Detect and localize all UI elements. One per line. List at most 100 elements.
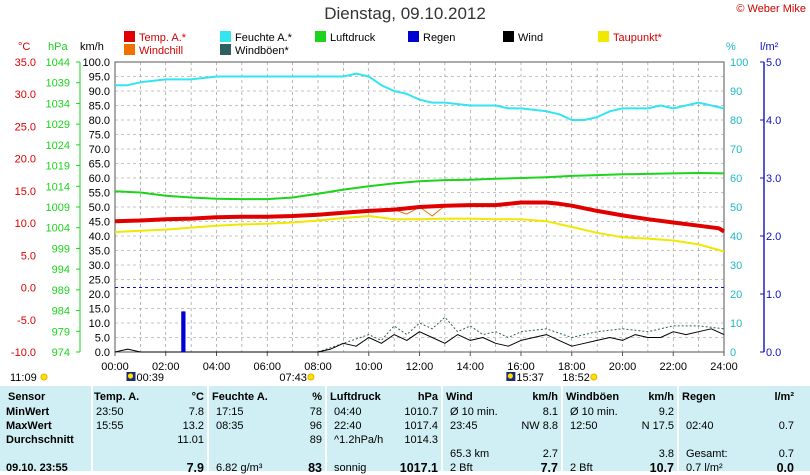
table-cell-value: 78 bbox=[309, 406, 322, 418]
table-cell-value: 0.7 bbox=[778, 420, 794, 432]
temp-tick-label: 35.0 bbox=[15, 57, 36, 69]
event-time-label: 15:37 bbox=[516, 372, 544, 384]
legend-item: Taupunkt* bbox=[598, 31, 662, 44]
legend-swatch bbox=[124, 31, 135, 42]
humidity-tick-label: 100 bbox=[730, 57, 748, 69]
legend-item: Windböen* bbox=[220, 44, 289, 57]
table-header-title: Wind bbox=[446, 391, 473, 403]
table-column-separator bbox=[207, 386, 209, 471]
series-line-luftdruck bbox=[114, 172, 725, 201]
time-tick-label: 10:00 bbox=[355, 361, 383, 373]
legend-item: Luftdruck bbox=[315, 31, 376, 44]
wind-tick-label: 10.0 bbox=[89, 318, 110, 330]
legend-swatch bbox=[220, 31, 231, 42]
table-column-separator bbox=[677, 386, 679, 471]
table-cell-value: N 17.5 bbox=[641, 420, 674, 432]
time-tick-label: 22:00 bbox=[659, 361, 687, 373]
table-cell-value: 3.8 bbox=[658, 448, 674, 460]
wind-tick-label: 80.0 bbox=[89, 115, 110, 127]
table-cell-value: 96 bbox=[309, 420, 322, 432]
time-tick-label: 20:00 bbox=[609, 361, 637, 373]
wind-tick-label: 0.0 bbox=[95, 347, 110, 359]
pressure-tick-label: 1044 bbox=[46, 57, 70, 69]
temp-tick-label: 5.0 bbox=[21, 250, 36, 262]
table-header-unit: hPa bbox=[417, 391, 438, 403]
wind-tick-label: 75.0 bbox=[89, 130, 110, 142]
event-time-label: 00:39 bbox=[136, 372, 164, 384]
table-header-title: Feuchte A. bbox=[212, 391, 268, 403]
table-row-label: MinWert bbox=[6, 406, 50, 418]
table-cell-value: 7.9 bbox=[186, 461, 204, 475]
sun-icon bbox=[307, 373, 315, 381]
humidity-tick-label: 50 bbox=[730, 202, 742, 214]
temp-unit: °C bbox=[18, 41, 30, 53]
sun-icon bbox=[590, 373, 598, 381]
pressure-tick-label: 1019 bbox=[46, 161, 70, 173]
sun-moon-events: 11:09 00:39 07:43 15:37 18:52 bbox=[10, 372, 598, 384]
legend-swatch bbox=[408, 31, 419, 42]
table-cell-sub: 08:35 bbox=[216, 420, 244, 432]
legend-item: Wind bbox=[503, 31, 544, 44]
time-tick-label: 12:00 bbox=[406, 361, 434, 373]
time-tick-label: 02:00 bbox=[152, 361, 180, 373]
table-cell-value: 1014.3 bbox=[404, 434, 438, 446]
copyright-label: © Weber Mike bbox=[736, 3, 806, 15]
sun-icon bbox=[40, 373, 48, 381]
chart-series bbox=[114, 72, 726, 353]
humidity-tick-label: 60 bbox=[730, 173, 742, 185]
temp-tick-label: 10.0 bbox=[15, 218, 36, 230]
humidity-unit: % bbox=[726, 41, 736, 53]
table-cell-sub: Ø 10 min. bbox=[450, 406, 498, 418]
temp-tick-label: 25.0 bbox=[15, 121, 36, 133]
pressure-tick-label: 974 bbox=[52, 347, 70, 359]
pressure-tick-label: 989 bbox=[52, 285, 70, 297]
legend-label: Temp. A.* bbox=[139, 32, 187, 44]
table-cell-value: 10.7 bbox=[649, 461, 674, 475]
wind-tick-label: 15.0 bbox=[89, 304, 110, 316]
table-cell-value: 11.01 bbox=[177, 434, 204, 446]
rain-tick-label: 1.0 bbox=[766, 289, 781, 301]
pressure-tick-label: 1034 bbox=[46, 98, 70, 110]
rain-tick-label: 2.0 bbox=[766, 231, 781, 243]
table-cell-sub: Ø 10 min. bbox=[570, 406, 618, 418]
series-line-feuchtea bbox=[115, 72, 725, 121]
rain-tick-label: 5.0 bbox=[766, 57, 781, 69]
humidity-tick-label: 10 bbox=[730, 318, 742, 330]
legend-label: Wind bbox=[518, 32, 544, 44]
table-header-title: Sensor bbox=[8, 391, 46, 403]
wind-tick-label: 45.0 bbox=[89, 217, 110, 229]
table-cell-value: 7.7 bbox=[540, 461, 558, 475]
pressure-tick-label: 979 bbox=[52, 326, 70, 338]
pressure-tick-label: 994 bbox=[52, 264, 70, 276]
table-cell-sub: ^1.2hPa/h bbox=[334, 434, 384, 446]
table-header-title: Windböen bbox=[566, 391, 620, 403]
rain-tick-label: 0.0 bbox=[766, 347, 781, 359]
rain-unit: l/m² bbox=[760, 41, 779, 53]
table-cell-sub: 2 Bft bbox=[450, 462, 473, 474]
legend-label: Luftdruck bbox=[330, 32, 376, 44]
table-cell-value: 0.0 bbox=[776, 461, 794, 475]
series-line-wind bbox=[114, 328, 725, 353]
event-time-label: 18:52 bbox=[562, 372, 590, 384]
legend-item: Windchill bbox=[124, 44, 183, 57]
table-header-unit: % bbox=[312, 391, 322, 403]
table-cell-value: NW 8.8 bbox=[521, 420, 558, 432]
table-cell-value: 1017.1 bbox=[399, 461, 438, 475]
table-row-label: 09.10. 23:55 bbox=[6, 462, 68, 474]
pressure-unit: hPa bbox=[48, 41, 68, 53]
legend-item: Regen bbox=[408, 31, 455, 44]
table-cell-sub: 02:40 bbox=[686, 420, 714, 432]
humidity-tick-label: 90 bbox=[730, 86, 742, 98]
wind-tick-label: 5.0 bbox=[95, 333, 110, 345]
temp-tick-label: 20.0 bbox=[15, 154, 36, 166]
table-row-label: Durchschnitt bbox=[6, 434, 74, 446]
table-header-unit: l/m² bbox=[774, 391, 794, 403]
pressure-tick-label: 1009 bbox=[46, 202, 70, 214]
table-header-unit: km/h bbox=[648, 391, 674, 403]
weather-chart: °C hPa km/h% l/m² 35.0 30.0 25.0 20.0 15.0 10.0 5.… bbox=[10, 41, 781, 384]
table-cell-sub: 15:55 bbox=[96, 420, 124, 432]
wind-tick-label: 40.0 bbox=[89, 231, 110, 243]
table-header-unit: °C bbox=[191, 391, 204, 403]
legend-label: Feuchte A.* bbox=[235, 32, 292, 44]
pressure-tick-label: 1039 bbox=[46, 78, 70, 90]
